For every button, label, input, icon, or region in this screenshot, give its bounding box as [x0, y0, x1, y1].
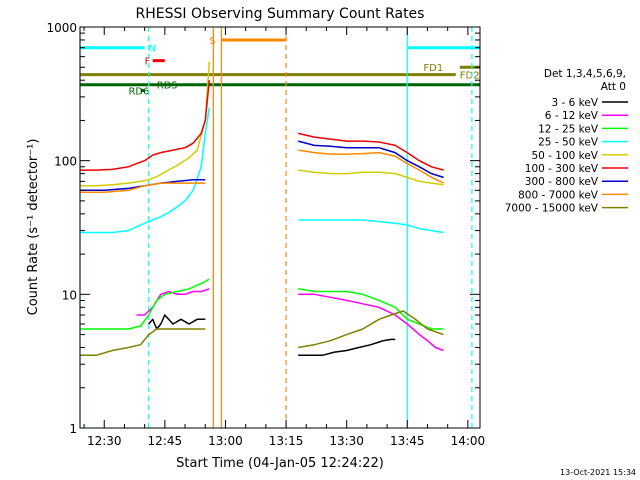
series-line-7-0 — [80, 182, 206, 194]
y-axis-label: Count Rate (s⁻¹ detector⁻¹) — [26, 139, 41, 316]
series-line-1-1 — [298, 293, 444, 352]
x-tick-label-3: 13:15 — [269, 434, 304, 448]
flag-label-rd5: RD5 — [157, 81, 178, 92]
series-line-0-0 — [148, 314, 206, 330]
legend-label-0: 3 - 6 keV — [551, 97, 598, 109]
legend-label-3: 25 - 50 keV — [538, 137, 599, 149]
x-tick-label-4: 13:30 — [329, 434, 364, 448]
plot-frame — [79, 26, 481, 429]
status-flags: NF S FD1 FD2 RD5 RD6 — [80, 36, 480, 97]
flag-label-f: F — [145, 57, 151, 68]
x-tick-label-6: 14:00 — [451, 434, 486, 448]
x-tick-label-2: 13:00 — [208, 434, 243, 448]
y-tick-label-0: 1 — [69, 422, 77, 436]
x-axis-label: Start Time (04-Jan-05 12:24:22) — [176, 456, 384, 471]
legend-header-1: Att 0 — [601, 81, 626, 93]
flag-label-n: N — [149, 44, 156, 55]
series-line-3-0 — [80, 107, 211, 234]
x-tick-label-1: 12:45 — [148, 434, 183, 448]
footer-timestamp: 13-Oct-2021 15:34 — [560, 468, 636, 477]
legend-label-1: 6 - 12 keV — [545, 110, 599, 122]
series-line-5-1 — [298, 132, 444, 171]
series-line-3-1 — [298, 219, 444, 234]
series-lines — [80, 61, 444, 357]
series-line-6-1 — [298, 140, 444, 179]
legend-label-4: 50 - 100 keV — [531, 150, 598, 162]
x-tick-label-5: 13:45 — [390, 434, 425, 448]
legend-label-8: 7000 - 15000 keV — [505, 203, 599, 215]
series-line-8-1 — [298, 310, 444, 349]
y-tick-label-1: 10 — [62, 288, 77, 302]
chart-title: RHESSI Observing Summary Count Rates — [136, 6, 425, 22]
legend-label-6: 300 - 800 keV — [525, 176, 599, 188]
y-tick-label-2: 100 — [54, 155, 77, 169]
series-line-4-0 — [80, 61, 211, 187]
legend-header-0: Det 1,3,4,5,6,9, — [544, 68, 626, 80]
legend-label-5: 100 - 300 keV — [525, 163, 599, 175]
y-tick-label-3: 1000 — [46, 21, 77, 35]
flag-label-fd2: FD2 — [460, 71, 480, 82]
legend-label-2: 12 - 25 keV — [538, 123, 599, 135]
legend-label-7: 800 - 7000 keV — [518, 189, 599, 201]
axes: 12:30 12:45 13:00 13:15 13:30 13:45 14:00 1 10 10… — [46, 21, 485, 448]
series-line-5-0 — [80, 80, 211, 171]
series-line-7-1 — [298, 149, 444, 184]
flag-label-fd1: FD1 — [423, 63, 443, 74]
flag-label-s: S — [209, 36, 215, 47]
series-line-0-1 — [298, 338, 396, 357]
series-line-4-1 — [298, 169, 444, 186]
series-line-2-0 — [80, 278, 210, 330]
series-line-8-0 — [80, 328, 206, 357]
flag-label-rd6: RD6 — [128, 86, 149, 97]
x-tick-label-0: 12:30 — [87, 434, 122, 448]
